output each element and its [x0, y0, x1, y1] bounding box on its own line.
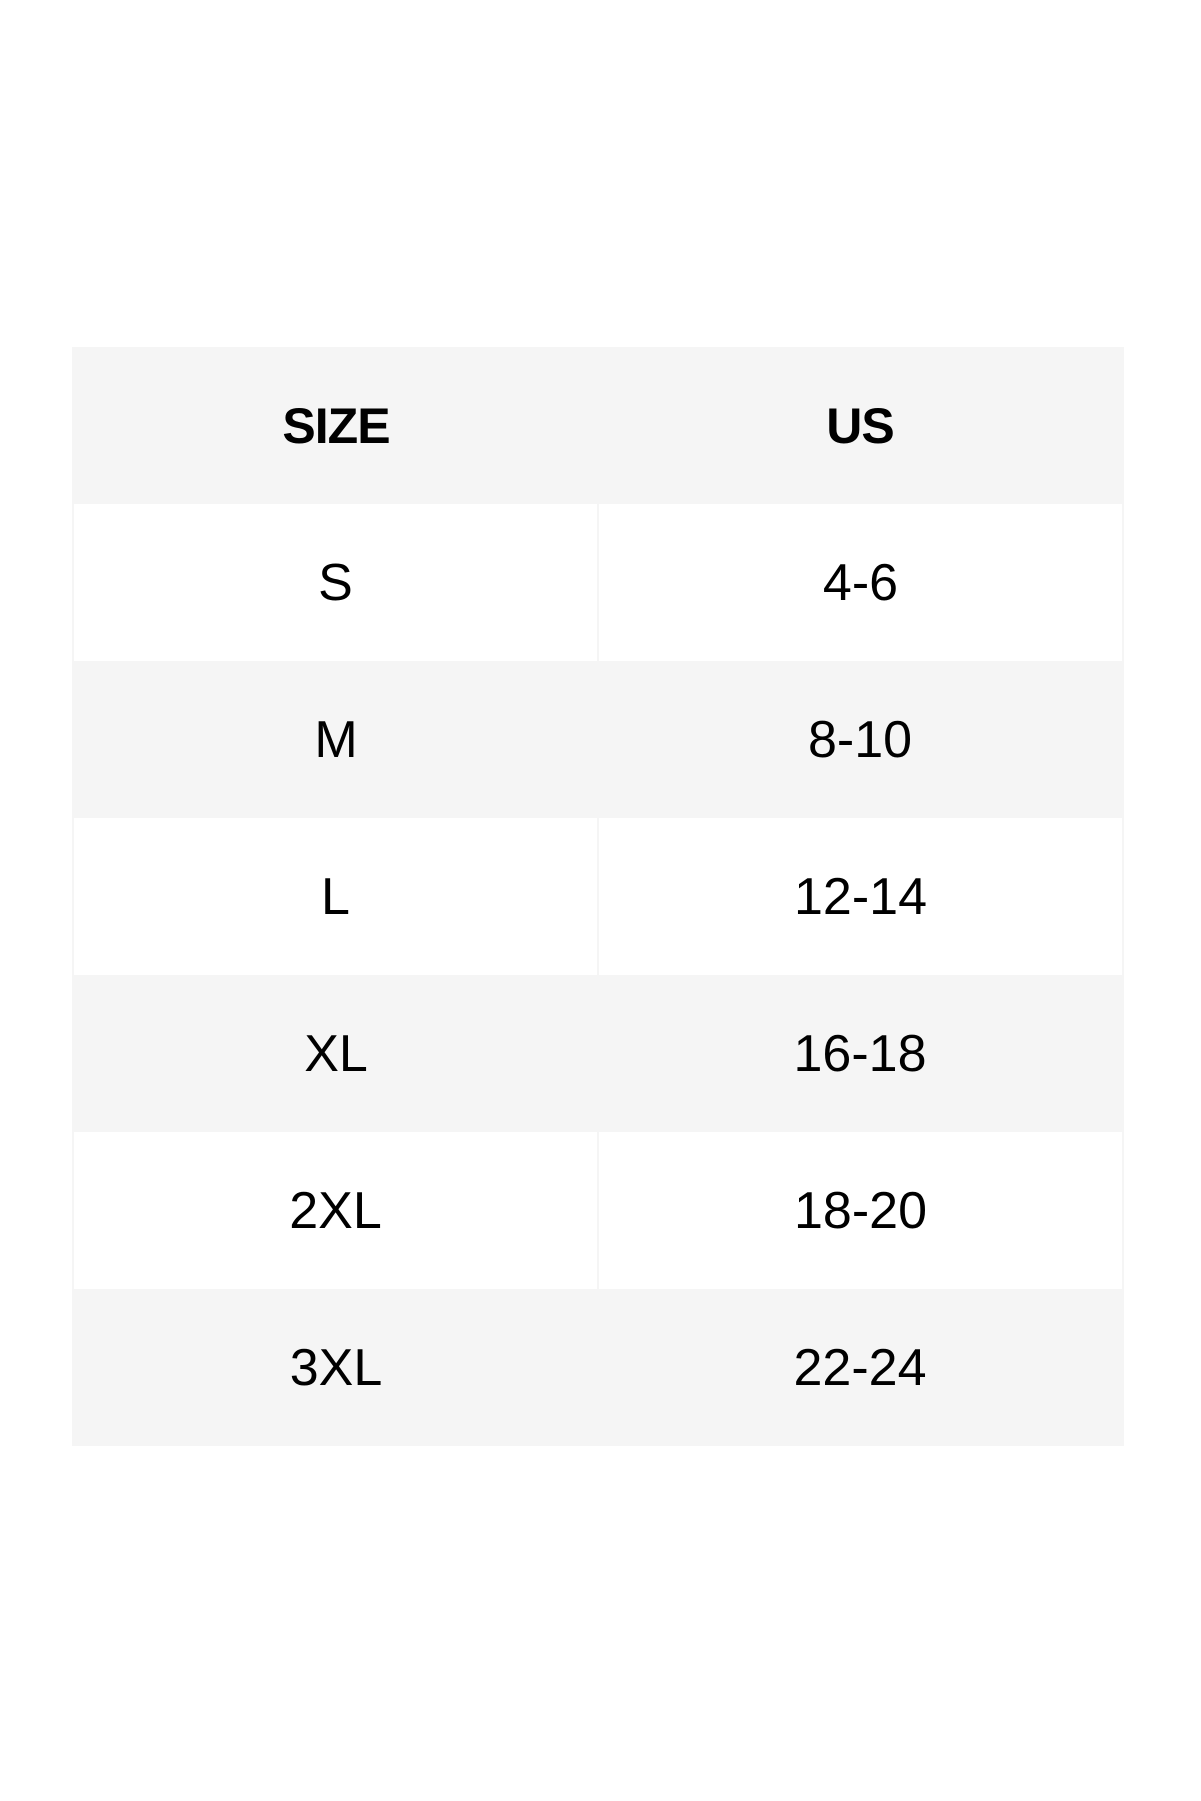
size-chart-table: SIZE US S 4-6 M 8-10 L 12-14 XL 16-18 2X… [72, 347, 1124, 1446]
table-row: 3XL 22-24 [74, 1289, 1122, 1446]
header-size: SIZE [282, 397, 390, 454]
size-cell: XL [74, 975, 598, 1132]
us-cell: 8-10 [598, 661, 1122, 818]
size-cell: M [74, 661, 598, 818]
table-row: L 12-14 [74, 818, 1122, 975]
us-cell: 18-20 [599, 1132, 1122, 1289]
table-header: SIZE US [74, 347, 1122, 504]
us-cell: 12-14 [599, 818, 1122, 975]
us-cell: 22-24 [598, 1289, 1122, 1446]
size-cell: 3XL [74, 1289, 598, 1446]
size-cell: 2XL [74, 1132, 597, 1289]
size-cell: L [74, 818, 597, 975]
us-cell: 4-6 [599, 504, 1122, 661]
us-cell: 16-18 [598, 975, 1122, 1132]
header-us: US [826, 397, 894, 454]
table-row: M 8-10 [74, 661, 1122, 818]
table-row: 2XL 18-20 [74, 1132, 1122, 1289]
table-row: S 4-6 [74, 504, 1122, 661]
size-cell: S [74, 504, 597, 661]
table-row: XL 16-18 [74, 975, 1122, 1132]
